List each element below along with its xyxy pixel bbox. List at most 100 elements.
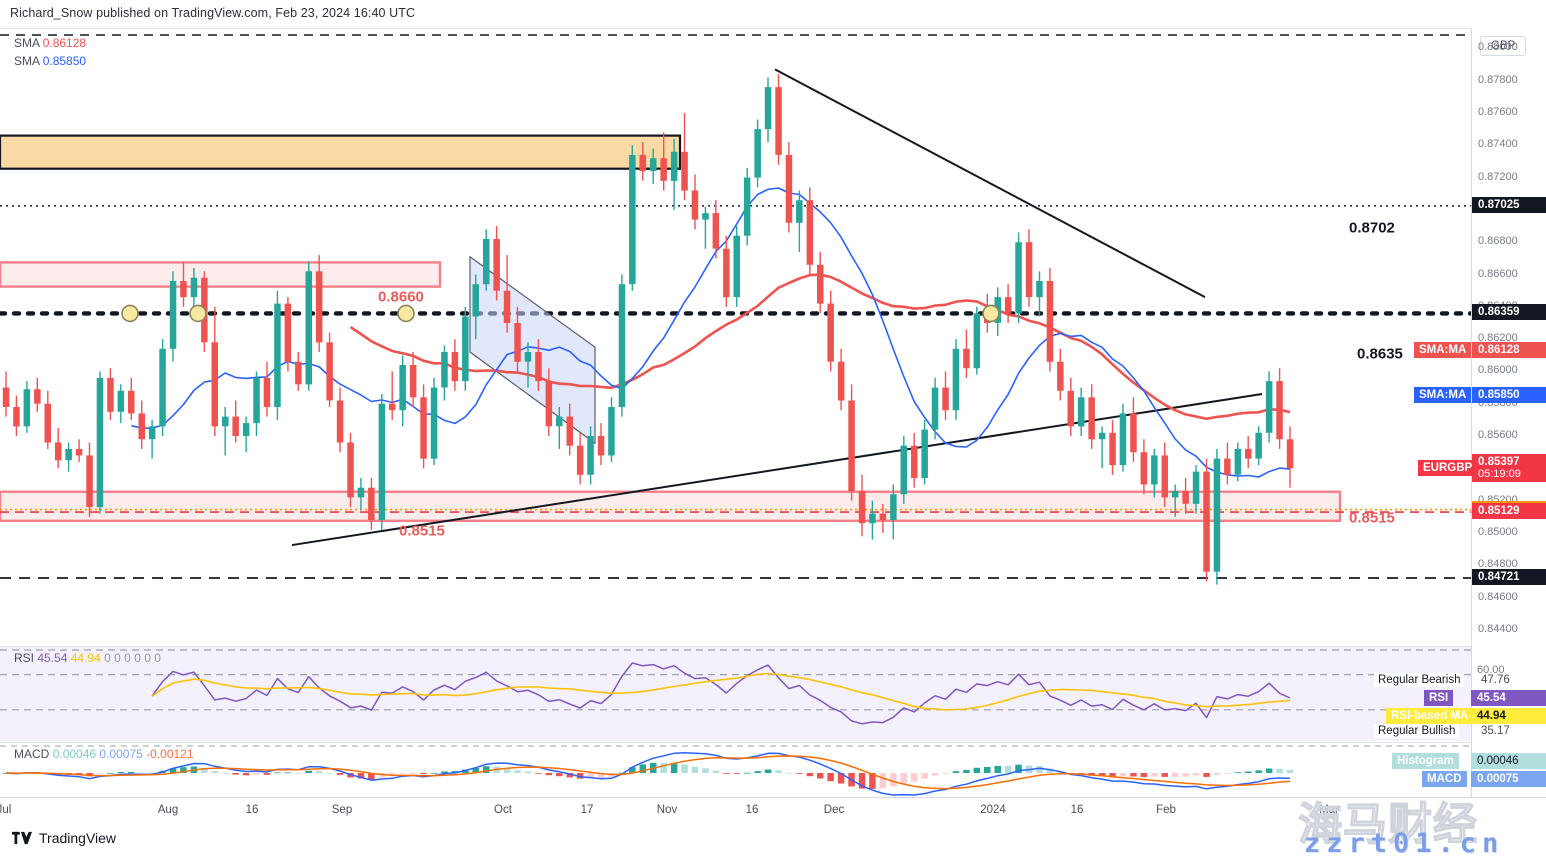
candle-body — [148, 426, 156, 440]
legend-macd[interactable]: MACD 0.00046 0.00075 -0.00121 — [14, 747, 194, 761]
candle-body — [169, 281, 177, 349]
candle-body — [295, 361, 302, 385]
candle-body — [712, 213, 720, 249]
macd-histogram-bar — [545, 773, 553, 776]
legend-rsi-extra-0: 0 — [104, 651, 111, 665]
macd-histogram-bar — [994, 765, 1001, 773]
legend-macd-histogram: 0.00046 — [52, 747, 97, 761]
candle-body — [65, 448, 72, 461]
resistance-band-left — [0, 261, 442, 288]
legend-rsi-extra-5: 0 — [154, 651, 161, 665]
candle-body — [357, 487, 365, 498]
macd-histogram-bar — [1234, 772, 1242, 774]
price-axis-pill-value: 0.86359 — [1478, 306, 1520, 319]
candle-body — [733, 235, 740, 298]
price-axis-tick: 0.87600 — [1478, 105, 1518, 118]
macd-pane-background — [0, 743, 1471, 797]
legend-sma-red[interactable]: SMA 0.86128 — [14, 36, 86, 50]
candle-body — [942, 387, 949, 411]
legend-sma-blue[interactable]: SMA 0.85850 — [14, 54, 86, 68]
price-axis-tick: 0.85600 — [1478, 429, 1518, 442]
candle-body — [420, 397, 427, 459]
price-axis[interactable]: GBP 0.88000 0.87800 0.87600 0.87400 0.87200 0… — [1471, 28, 1546, 797]
rsi-pill-tag: RSI-based MA — [1386, 708, 1474, 724]
candle-body — [1192, 471, 1200, 504]
candle-body — [618, 284, 626, 407]
macd-histogram-bar — [911, 773, 918, 782]
macd-histogram-bar — [660, 763, 667, 773]
price-pane[interactable]: SMA 0.86128 SMA 0.85850 0.8702 0.8635 0.… — [0, 28, 1471, 645]
macd-histogram-bar — [472, 768, 479, 773]
macd-histogram-bar — [315, 771, 323, 773]
time-axis-tick: 16 — [745, 804, 759, 816]
candle-body — [723, 248, 730, 298]
candle-body — [368, 487, 375, 520]
macd-pane[interactable]: MACD 0.00046 0.00075 -0.00121 — [0, 742, 1471, 797]
macd-histogram-bar — [1171, 773, 1179, 777]
candle-body — [138, 413, 145, 440]
candle-body — [493, 239, 500, 291]
candle-body — [1255, 432, 1262, 459]
price-axis-pill: 0.86359 — [1472, 304, 1546, 321]
macd-histogram-bar — [1265, 768, 1273, 773]
price-axis-tick: 0.84600 — [1478, 590, 1518, 603]
macd-histogram-bar — [764, 769, 772, 773]
macd-histogram-bar — [86, 773, 93, 777]
candle-body — [378, 403, 386, 520]
rsi-pill-tag: RSI — [1424, 690, 1454, 706]
macd-histogram-bar — [931, 773, 939, 776]
macd-histogram-bar — [712, 770, 720, 773]
legend-rsi[interactable]: RSI 45.54 44.94 0 0 0 0 0 0 — [14, 651, 161, 665]
macd-histogram-bar — [138, 772, 145, 774]
time-axis[interactable]: Jul Aug 16 Sep Oct 17 Nov 16 Dec 2024 16 Feb Mar — [0, 797, 1546, 826]
candle-body — [503, 290, 511, 323]
macd-histogram-bar — [984, 766, 991, 773]
macd-histogram-bar — [566, 773, 573, 778]
price-axis-pill-value: 0.86128 — [1478, 343, 1520, 356]
level-label-0-8702: 0.8702 — [1349, 219, 1395, 237]
candle-body — [305, 271, 312, 385]
macd-histogram-bar — [733, 773, 740, 774]
candle-body — [1245, 448, 1252, 459]
legend-macd-name: MACD — [14, 747, 50, 761]
candle-body — [232, 416, 239, 436]
macd-histogram-bar — [858, 773, 866, 789]
macd-histogram-bar — [900, 773, 907, 784]
rsi-pane[interactable]: RSI 45.54 44.94 0 0 0 0 0 0 — [0, 646, 1471, 741]
legend-sma-blue-name: SMA — [14, 54, 40, 68]
macd-histogram-bar — [942, 773, 949, 774]
time-axis-tick: 17 — [580, 804, 594, 816]
candle-body — [1130, 413, 1137, 453]
rising-trendline — [291, 393, 1263, 547]
macd-histogram-bar — [723, 773, 730, 774]
support-band-0-8515 — [0, 490, 1342, 523]
candle-body — [670, 151, 678, 181]
level-label-0-8660: 0.8660 — [378, 288, 424, 306]
time-axis-tick: Dec — [823, 804, 845, 816]
candle-body — [86, 455, 93, 508]
price-axis-tick: 0.86200 — [1478, 332, 1518, 345]
macd-histogram-bar — [1192, 773, 1200, 776]
tradingview-logo[interactable]: TradingView — [12, 830, 116, 846]
macd-histogram-bar — [796, 773, 803, 774]
level-label-0-8515-right: 0.8515 — [1349, 509, 1395, 527]
macd-histogram-bar — [1004, 766, 1012, 773]
currency-badge[interactable]: GBP — [1480, 36, 1527, 56]
macd-histogram-bar — [1286, 769, 1294, 773]
candle-body — [535, 352, 542, 382]
candle-body — [1224, 458, 1231, 475]
macd-histogram-bar — [556, 773, 563, 777]
macd-histogram-bar — [451, 771, 459, 773]
candle-body — [336, 400, 344, 443]
candle-body — [190, 277, 198, 298]
legend-sma-blue-value: 0.85850 — [42, 54, 87, 68]
candle-body — [764, 87, 772, 130]
legend-rsi-extra-1: 0 — [114, 651, 121, 665]
price-axis-tick: 0.87200 — [1478, 170, 1518, 183]
macd-histogram-bar — [1119, 773, 1127, 777]
time-axis-tick: Sep — [331, 804, 353, 816]
candle-body — [263, 377, 271, 407]
candle-body — [34, 389, 41, 404]
macd-histogram-bar — [1098, 773, 1106, 777]
price-axis-pill: 0.85397 05:19:09 — [1472, 453, 1546, 482]
